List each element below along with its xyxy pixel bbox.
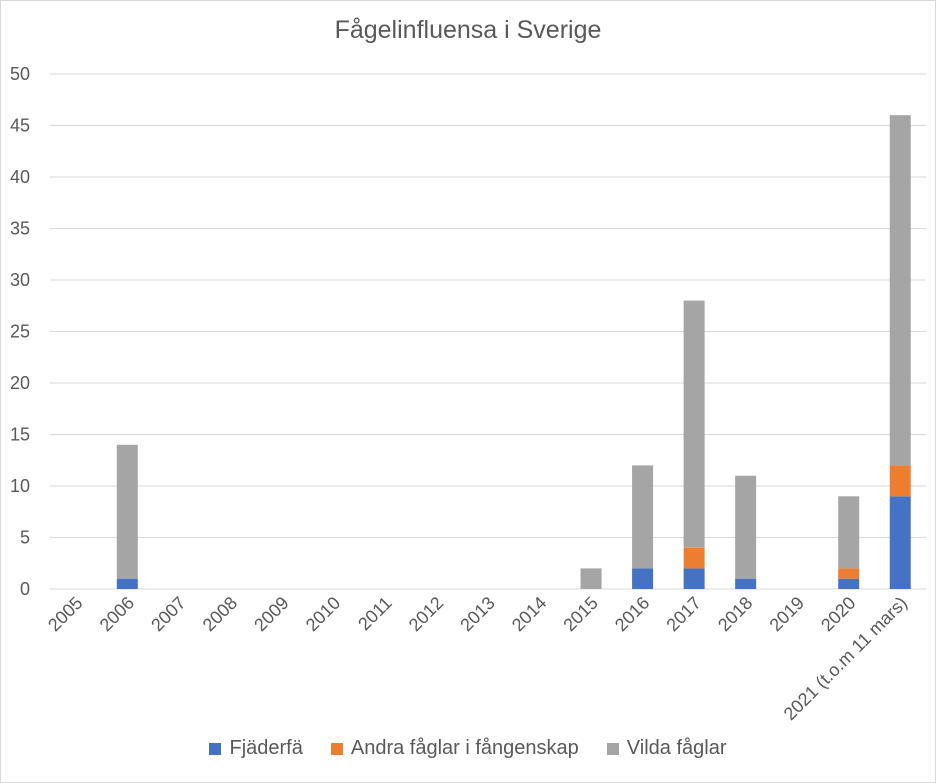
bar-segment — [838, 496, 860, 569]
bar-segment — [116, 578, 138, 589]
legend-swatch — [606, 742, 619, 755]
y-tick-label: 25 — [10, 322, 30, 342]
bar-segment — [838, 578, 860, 589]
y-tick-label: 45 — [10, 116, 30, 136]
bar-segment — [838, 568, 860, 579]
legend-item-andra-faglar: Andra fåglar i fångenskap — [330, 737, 579, 760]
y-tick-label: 35 — [10, 219, 30, 239]
bar-segment — [632, 568, 654, 589]
bar-segment — [889, 115, 911, 466]
x-tick-label: 2009 — [250, 593, 292, 635]
x-tick-label: 2013 — [456, 593, 498, 635]
legend-item-fjaderfa: Fjäderfä — [209, 737, 303, 760]
y-tick-label: 20 — [10, 373, 30, 393]
bar-segment — [735, 578, 757, 589]
x-tick-label: 2011 — [354, 593, 396, 635]
bar-segment — [116, 444, 138, 579]
x-tick-label: 2014 — [508, 593, 550, 635]
x-tick-label: 2017 — [662, 593, 704, 635]
bar-segment — [889, 465, 911, 497]
chart-title: Fågelinfluensa i Sverige — [334, 16, 602, 44]
y-tick-label: 50 — [10, 64, 30, 84]
x-tick-label: 2006 — [96, 593, 138, 635]
y-tick-label: 40 — [10, 167, 30, 187]
y-tick-labels: 0 5 10 15 20 25 30 35 40 45 50 — [10, 64, 30, 599]
legend-swatch — [330, 742, 343, 755]
legend-item-vilda-faglar: Vilda fåglar — [606, 737, 727, 760]
legend-swatch — [209, 742, 222, 755]
bars — [116, 115, 911, 589]
x-tick-label: 2019 — [766, 593, 808, 635]
y-tick-label: 10 — [10, 476, 30, 496]
x-tick-label: 2007 — [147, 593, 189, 635]
x-tick-label: 2020 — [817, 593, 859, 635]
legend: Fjäderfä Andra fåglar i fångenskap Vilda… — [0, 737, 936, 760]
gridlines — [50, 73, 926, 590]
x-tick-label: 2005 — [44, 593, 86, 635]
x-tick-label: 2010 — [302, 593, 344, 635]
bar-segment — [683, 547, 705, 569]
legend-label: Andra fåglar i fångenskap — [350, 737, 579, 759]
y-tick-label: 15 — [10, 425, 30, 445]
y-tick-label: 30 — [10, 270, 30, 290]
bar-segment — [632, 465, 654, 569]
bar-segment — [580, 568, 602, 589]
x-tick-label: 2015 — [559, 593, 601, 635]
x-tick-label: 2012 — [405, 593, 447, 635]
x-tick-label: 2008 — [199, 593, 241, 635]
x-tick-label: 2018 — [714, 593, 756, 635]
x-tick-labels: 2005 2006 2007 2008 2009 2010 2011 2012 2013 2014… — [44, 593, 911, 724]
bar-segment — [889, 496, 911, 589]
bar-segment — [683, 568, 705, 589]
x-tick-label: 2016 — [611, 593, 653, 635]
bar-segment — [735, 475, 757, 579]
y-tick-label: 0 — [20, 579, 30, 599]
legend-label: Fjäderfä — [229, 737, 303, 759]
y-tick-label: 5 — [20, 528, 30, 548]
bar-segment — [683, 300, 705, 548]
legend-label: Vilda fåglar — [626, 737, 727, 759]
